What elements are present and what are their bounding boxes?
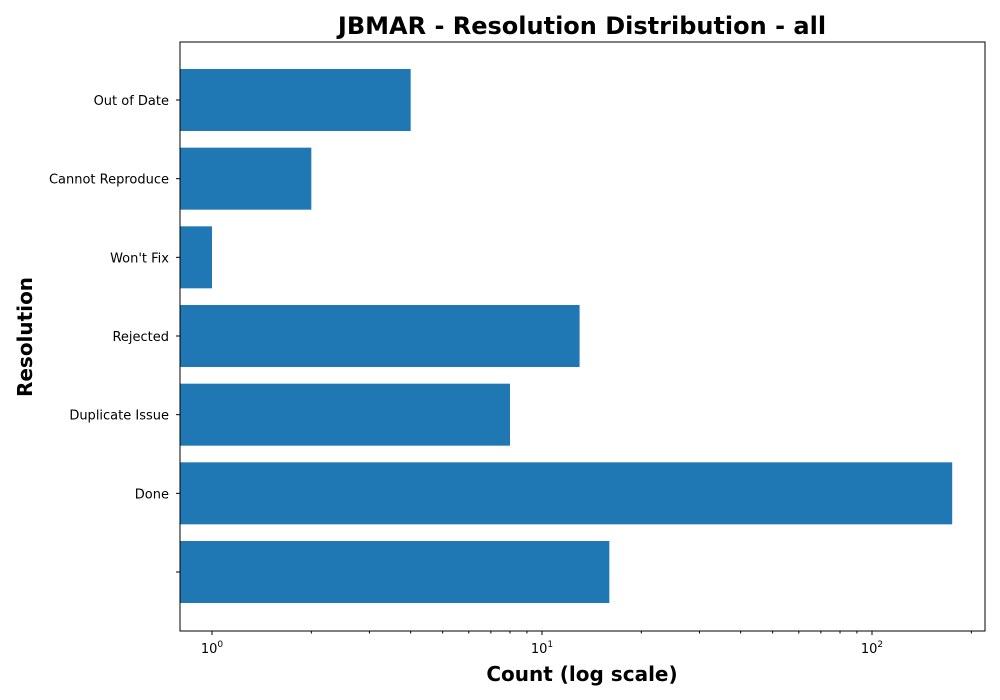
y-tick-label-won-t-fix: Won't Fix — [110, 251, 169, 266]
y-tick-label-cannot-reproduce: Cannot Reproduce — [49, 173, 169, 188]
y-tick-label-rejected: Rejected — [112, 330, 169, 345]
y-tick-label-done: Done — [135, 487, 169, 502]
chart-title: JBMAR - Resolution Distribution - all — [336, 12, 826, 40]
bar-cannot-reproduce — [180, 147, 312, 210]
bar-out-of-date — [180, 69, 411, 131]
bar-done — [180, 462, 953, 525]
y-axis-label: Resolution — [13, 277, 37, 397]
x-axis: 100 101 102 — [201, 631, 972, 657]
y-tick-label-out-of-date: Out of Date — [94, 94, 169, 109]
y-axis: Done Duplicate Issue Rejected Won't Fix Cann… — [49, 94, 180, 573]
x-tick-label: 101 — [531, 640, 553, 657]
bar-won-t-fix — [180, 226, 212, 289]
bar-rejected — [180, 305, 580, 367]
bars-layer — [180, 69, 953, 603]
x-axis-label: Count (log scale) — [486, 662, 677, 686]
y-tick-label-duplicate-issue: Duplicate Issue — [69, 409, 169, 424]
x-tick-label: 100 — [201, 640, 224, 657]
bar-duplicate-issue — [180, 383, 511, 446]
x-tick-label: 102 — [861, 640, 883, 657]
bar-blank-0 — [180, 541, 610, 603]
